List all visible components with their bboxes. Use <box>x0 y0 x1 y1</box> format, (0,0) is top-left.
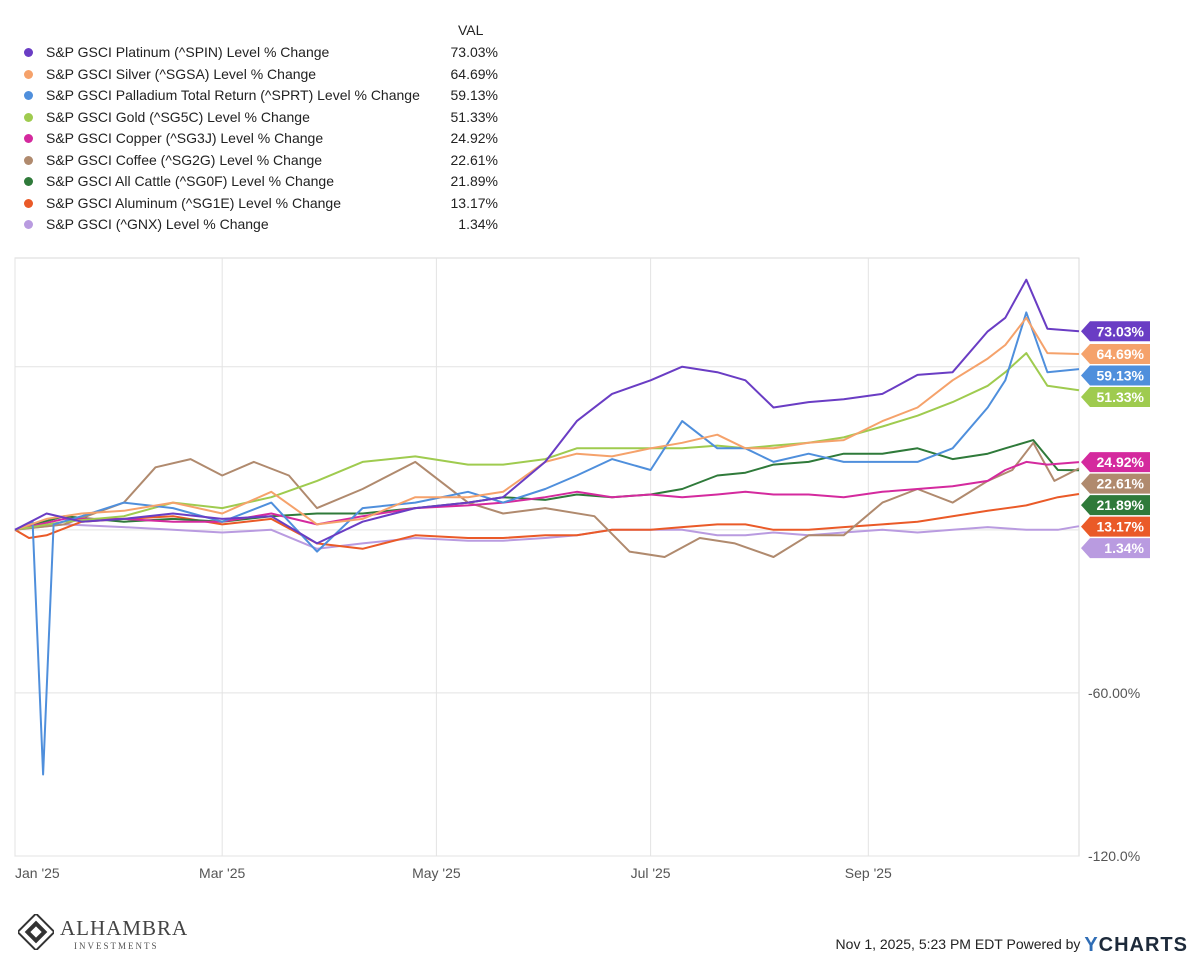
legend-value: 22.61% <box>450 151 498 168</box>
x-tick-label: May '25 <box>412 865 461 881</box>
legend-swatch <box>24 134 33 143</box>
end-value-tag <box>1081 495 1150 516</box>
footer-credit: Nov 1, 2025, 5:23 PM EDT Powered by YCHA… <box>836 934 1188 958</box>
series-line <box>14 441 1080 558</box>
legend-swatch <box>24 177 33 186</box>
legend-swatch <box>24 91 33 100</box>
end-value-label: 13.17% <box>1097 519 1145 535</box>
end-value-label: 22.61% <box>1097 476 1145 492</box>
x-tick-label: Mar '25 <box>199 865 245 881</box>
legend-label: S&P GSCI All Cattle (^SG0F) Level % Chan… <box>46 173 334 189</box>
legend-value: 13.17% <box>450 194 498 211</box>
end-value-tag <box>1081 321 1150 342</box>
end-value-label: 73.03% <box>1097 323 1145 339</box>
series-line <box>14 278 1080 545</box>
series-line <box>14 316 1080 531</box>
brand-logo: ALHAMBRA INVESTMENTS <box>18 912 188 956</box>
legend-label: S&P GSCI (^GNX) Level % Change <box>46 216 269 232</box>
end-value-tag <box>1081 386 1150 407</box>
end-value-label: 64.69% <box>1097 346 1145 362</box>
legend-item: S&P GSCI Palladium Total Return (^SPRT) … <box>22 85 498 106</box>
legend-item: S&P GSCI Aluminum (^SG1E) Level % Change… <box>22 193 498 214</box>
legend-value: 24.92% <box>450 130 498 146</box>
brand-subtitle: INVESTMENTS <box>74 941 159 951</box>
legend-value: 1.34% <box>458 216 498 232</box>
end-value-tag <box>1081 452 1150 473</box>
legend-label: S&P GSCI Silver (^SGSA) Level % Change <box>46 65 317 82</box>
legend-item: S&P GSCI Platinum (^SPIN) Level % Change… <box>22 42 498 63</box>
legend-value: 21.89% <box>450 173 498 189</box>
legend-swatch <box>24 69 33 79</box>
y-tick-label: -60.00% <box>1088 685 1140 701</box>
end-value-tag <box>1081 516 1150 537</box>
end-value-tag <box>1081 473 1150 494</box>
legend-swatch <box>24 198 33 208</box>
timestamp-text: Nov 1, 2025, 5:23 PM EDT Powered by <box>835 936 1081 952</box>
legend-swatch <box>24 112 33 122</box>
x-tick-label: Jan '25 <box>15 865 60 881</box>
legend-value: 59.13% <box>450 87 498 103</box>
legend-item: S&P GSCI (^GNX) Level % Change 1.34% <box>22 214 498 235</box>
end-value-label: 24.92% <box>1097 454 1145 470</box>
legend-value: 51.33% <box>450 108 498 125</box>
legend-label: S&P GSCI Palladium Total Return (^SPRT) … <box>46 87 420 103</box>
y-tick-label: -120.0% <box>1088 848 1140 864</box>
legend-label: S&P GSCI Gold (^SG5C) Level % Change <box>46 108 310 125</box>
legend-label: S&P GSCI Platinum (^SPIN) Level % Change <box>46 44 330 60</box>
legend-label: S&P GSCI Copper (^SG3J) Level % Change <box>46 130 324 146</box>
brand-name: ALHAMBRA <box>60 916 189 940</box>
end-value-tag <box>1081 538 1150 559</box>
legend-value: 73.03% <box>450 44 498 60</box>
end-value-label: 1.34% <box>1104 540 1144 556</box>
x-tick-label: Sep '25 <box>845 865 892 881</box>
legend-swatch <box>24 155 33 165</box>
legend-item: S&P GSCI Copper (^SG3J) Level % Change 24… <box>22 128 498 149</box>
plot-frame <box>14 257 1080 857</box>
legend-value: 64.69% <box>450 65 498 82</box>
legend-header: VAL <box>458 22 484 38</box>
legend-item: S&P GSCI All Cattle (^SG0F) Level % Chan… <box>22 171 498 192</box>
end-value-label: 51.33% <box>1097 389 1145 405</box>
end-value-tag <box>1081 365 1150 386</box>
end-value-label: 59.13% <box>1097 367 1145 383</box>
diamond-logo-icon <box>18 914 54 950</box>
legend-item: S&P GSCI Gold (^SG5C) Level % Change 51.3… <box>22 107 498 128</box>
legend-swatch <box>24 220 33 229</box>
legend-label: S&P GSCI Coffee (^SG2G) Level % Change <box>46 151 323 168</box>
x-tick-label: Jul '25 <box>631 865 671 881</box>
series-line <box>14 311 1080 776</box>
ycharts-logo: YCHARTS <box>1084 934 1188 956</box>
series-line <box>14 493 1080 550</box>
end-value-label: 21.89% <box>1097 497 1145 513</box>
series-line <box>14 523 1080 550</box>
legend-item: S&P GSCI Silver (^SGSA) Level % Change 64… <box>22 64 498 85</box>
legend-label: S&P GSCI Aluminum (^SG1E) Level % Change <box>46 194 341 211</box>
end-value-tag <box>1081 343 1150 364</box>
legend-item: S&P GSCI Coffee (^SG2G) Level % Change 22… <box>22 150 498 171</box>
legend-swatch <box>24 48 33 57</box>
